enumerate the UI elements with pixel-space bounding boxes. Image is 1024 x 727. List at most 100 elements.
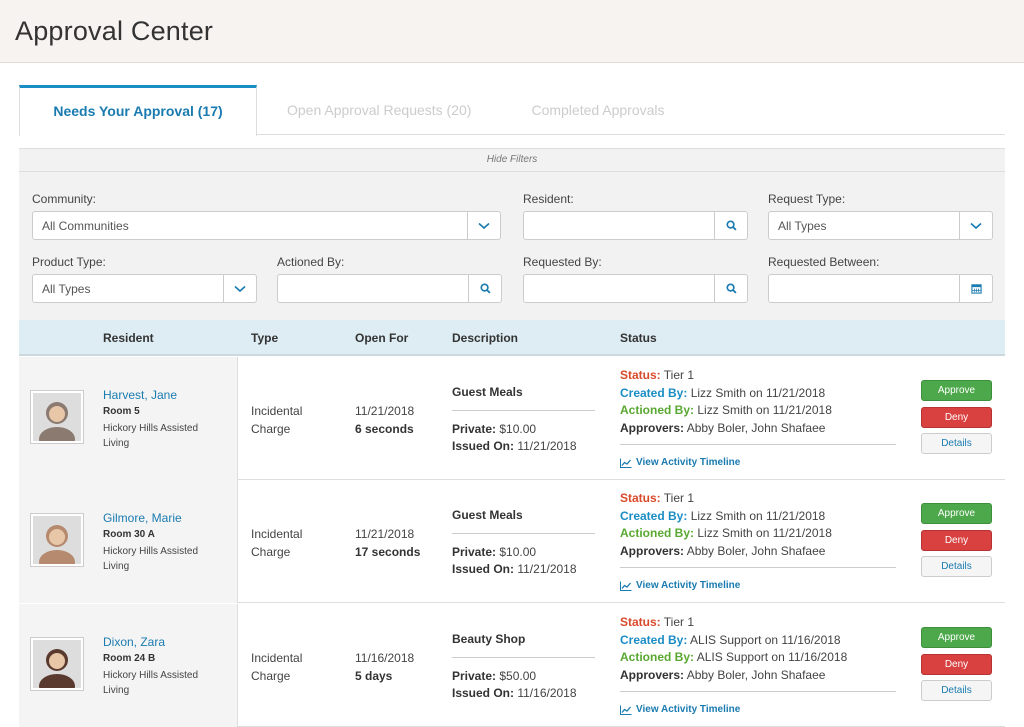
request-type-value: All Types [778,219,827,233]
actioned-by-label: Actioned By: [620,526,695,540]
approvers-label: Approvers: [620,667,685,682]
table-header: Resident Type Open For Description Statu… [19,320,1005,356]
open-date: 11/21/2018 [355,404,415,418]
open-duration: 5 days [355,669,393,683]
status-info: Status: Tier 1 Created By: Lizz Smith on… [620,490,832,560]
private-value: $50.00 [496,669,537,683]
issued-value: 11/16/2018 [514,686,577,700]
resident-room: Room 5 [103,406,140,417]
chevron-down-icon[interactable] [467,212,500,239]
requested-by-label: Requested By: [523,255,602,269]
view-activity-timeline-link[interactable]: View Activity Timeline [620,457,740,468]
details-button[interactable]: Details [921,680,992,701]
actioned-by-value: ALIS Support on 11/16/2018 [694,650,848,664]
approve-button[interactable]: Approve [921,627,992,648]
header-open-for[interactable]: Open For [355,331,409,345]
issued-label: Issued On: [452,562,515,576]
line-chart-icon [620,581,632,591]
table-row: Gilmore, Marie Room 30 A Hickory Hills A… [19,480,1005,603]
community-value: All Communities [42,219,129,233]
view-activity-timeline-link[interactable]: View Activity Timeline [620,704,740,715]
requested-between-field[interactable] [768,274,993,303]
details-button[interactable]: Details [921,556,992,577]
chevron-down-icon[interactable] [223,275,256,302]
deny-button[interactable]: Deny [921,530,992,551]
approval-tabs: Needs Your Approval (17) Open Approval R… [19,85,1005,136]
status-value: Tier 1 [660,615,695,629]
requested-between-label: Requested Between: [768,255,880,269]
tab-needs-your-approval[interactable]: Needs Your Approval (17) [19,85,257,136]
timeline-label: View Activity Timeline [636,704,741,715]
status-info: Status: Tier 1 Created By: Lizz Smith on… [620,367,832,437]
actioned-by-label: Actioned By: [620,650,695,664]
private-value: $10.00 [496,422,537,436]
approvers-value: Abby Boler, John Shafaee [684,667,826,682]
header-description[interactable]: Description [452,331,519,345]
actioned-by-search-field[interactable] [277,274,502,303]
resident-name-link[interactable]: Dixon, Zara [103,635,166,649]
timeline-label: View Activity Timeline [636,580,741,591]
resident-name-link[interactable]: Gilmore, Marie [103,511,182,525]
product-type-select[interactable]: All Types [32,274,257,303]
created-by-label: Created By: [620,508,688,523]
product-type-value: All Types [42,282,91,296]
request-type-select[interactable]: All Types [768,211,993,240]
issued-value: 11/21/2018 [514,439,577,453]
search-icon[interactable] [714,275,747,302]
search-icon[interactable] [468,275,501,302]
private-label: Private: [452,545,497,559]
request-type: Incidental Charge [251,404,303,436]
description-details: Private: $50.00 Issued On: 11/16/2018 [452,668,577,702]
deny-button[interactable]: Deny [921,407,992,428]
approvers-value: Abby Boler, John Shafaee [684,420,826,435]
search-icon[interactable] [714,212,747,239]
header-status[interactable]: Status [620,331,657,345]
requested-by-search-field[interactable] [523,274,748,303]
description-title: Beauty Shop [452,632,526,646]
approve-button[interactable]: Approve [921,380,992,401]
divider [452,410,595,411]
line-chart-icon [620,458,632,468]
resident-search-field[interactable] [523,211,748,240]
calendar-icon[interactable] [959,275,992,302]
divider [620,567,896,568]
line-chart-icon [620,705,632,715]
issued-label: Issued On: [452,439,515,453]
details-button[interactable]: Details [921,433,992,454]
created-by-label: Created By: [620,385,688,400]
avatar [31,638,83,698]
resident-cell: Harvest, Jane Room 5 Hickory Hills Assis… [19,357,238,480]
status-label: Status: [620,368,661,382]
created-by-label: Created By: [620,632,688,647]
created-by-value: ALIS Support on 11/16/2018 [687,632,841,647]
approve-button[interactable]: Approve [921,503,992,524]
resident-cell: Dixon, Zara Room 24 B Hickory Hills Assi… [19,604,238,727]
open-for: 11/21/2018 6 seconds [355,402,414,438]
chevron-down-icon[interactable] [959,212,992,239]
resident-name-link[interactable]: Harvest, Jane [103,388,178,402]
timeline-label: View Activity Timeline [636,457,741,468]
open-duration: 6 seconds [355,422,414,436]
actioned-by-label: Actioned By: [277,255,345,269]
private-value: $10.00 [496,545,537,559]
request-type: Incidental Charge [251,527,303,559]
header-type[interactable]: Type [251,331,279,345]
tab-completed-approvals[interactable]: Completed Approvals [531,102,665,118]
resident-cell: Gilmore, Marie Room 30 A Hickory Hills A… [19,480,238,603]
community-select[interactable]: All Communities [32,211,501,240]
product-type-label: Product Type: [32,255,106,269]
actioned-by-label: Actioned By: [620,403,695,417]
resident-label: Resident: [523,192,574,206]
status-label: Status: [620,615,661,629]
private-label: Private: [452,422,497,436]
hide-filters-toggle[interactable]: Hide Filters [19,148,1005,172]
resident-community: Hickory Hills Assisted Living [103,546,199,572]
status-value: Tier 1 [660,368,695,382]
tab-open-approval-requests[interactable]: Open Approval Requests (20) [287,102,472,118]
view-activity-timeline-link[interactable]: View Activity Timeline [620,580,740,591]
deny-button[interactable]: Deny [921,654,992,675]
description-title: Guest Meals [452,385,523,399]
divider [452,533,595,534]
header-resident[interactable]: Resident [103,331,154,345]
community-label: Community: [32,192,97,206]
